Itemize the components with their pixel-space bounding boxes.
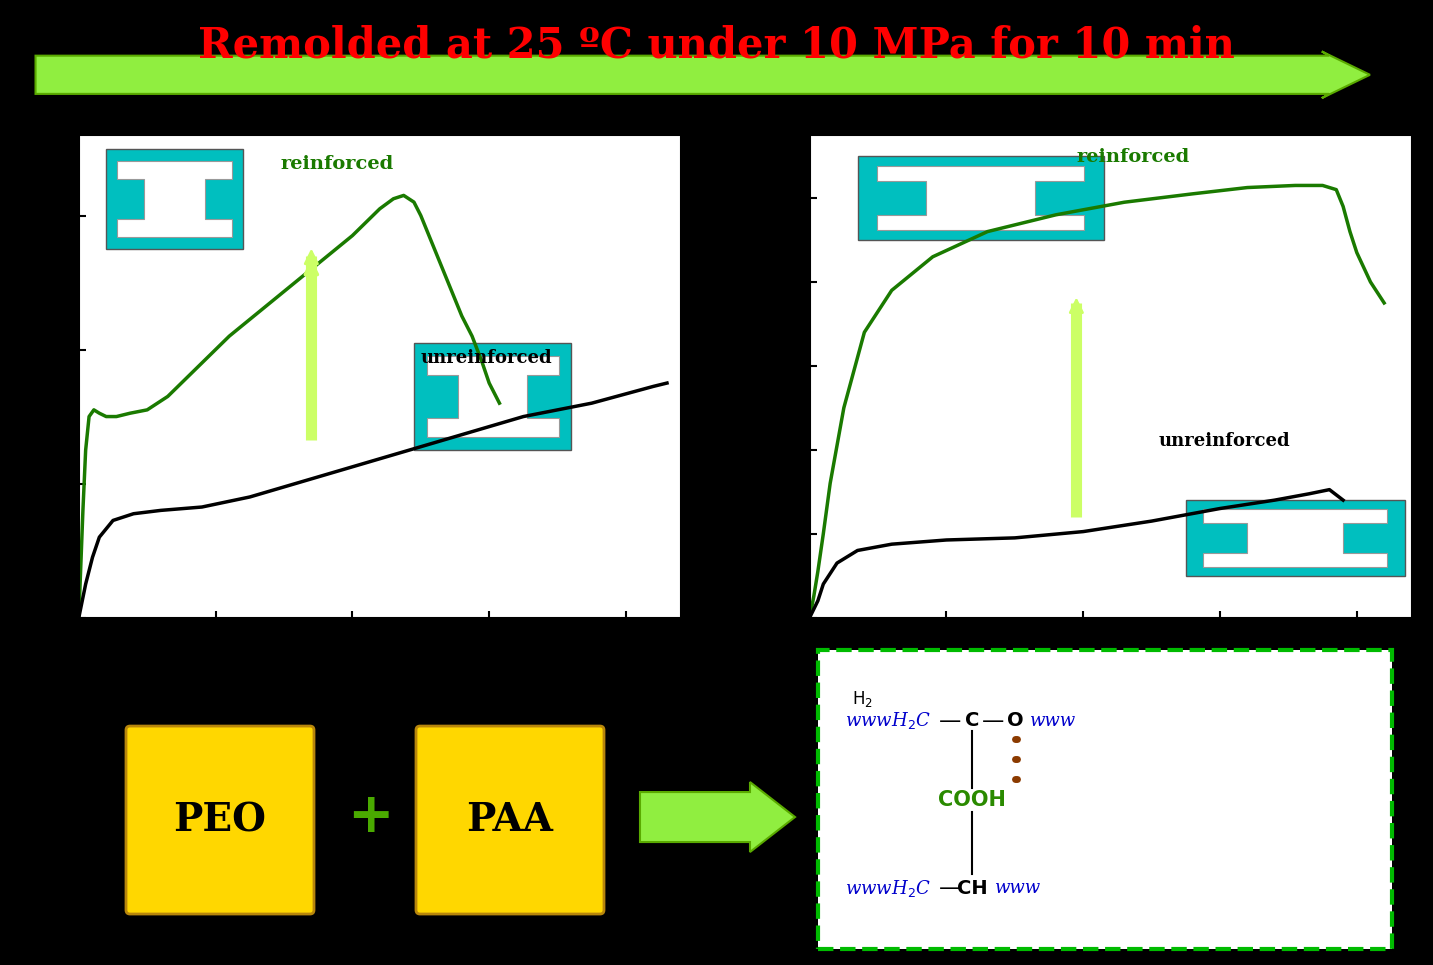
X-axis label: Strain (%): Strain (%) [1050, 646, 1171, 666]
Text: +: + [347, 790, 393, 844]
FancyArrow shape [641, 782, 795, 852]
Polygon shape [427, 356, 559, 437]
Text: www: www [995, 879, 1042, 897]
Polygon shape [877, 166, 1083, 230]
Text: CH: CH [957, 878, 987, 897]
Polygon shape [118, 160, 232, 237]
Text: C: C [964, 711, 979, 731]
FancyBboxPatch shape [106, 149, 244, 249]
FancyBboxPatch shape [818, 650, 1391, 949]
FancyBboxPatch shape [1185, 500, 1404, 576]
Text: —: — [939, 711, 962, 731]
Text: PAA: PAA [467, 801, 553, 839]
Text: O: O [1007, 711, 1023, 731]
Text: —: — [939, 878, 962, 898]
Text: —: — [982, 711, 1005, 731]
Text: www: www [1030, 712, 1076, 730]
X-axis label: Strain (%): Strain (%) [320, 646, 440, 666]
FancyBboxPatch shape [414, 343, 572, 450]
FancyBboxPatch shape [857, 156, 1103, 240]
FancyBboxPatch shape [416, 726, 603, 914]
Text: unreinforced: unreinforced [421, 349, 552, 367]
Polygon shape [1204, 510, 1387, 566]
Text: COOH: COOH [939, 789, 1006, 810]
Text: PEO: PEO [173, 801, 267, 839]
Y-axis label: Stress (MPa): Stress (MPa) [757, 301, 777, 452]
Text: $\mathregular{H_2}$: $\mathregular{H_2}$ [851, 689, 873, 709]
Text: wwwH$_2$C: wwwH$_2$C [845, 877, 931, 898]
Text: wwwH$_2$C: wwwH$_2$C [845, 710, 931, 731]
Text: Remolded at 25 ºC under 10 MPa for 10 min: Remolded at 25 ºC under 10 MPa for 10 mi… [198, 24, 1235, 67]
Text: reinforced: reinforced [281, 154, 394, 173]
Y-axis label: Stress (MPa): Stress (MPa) [37, 301, 57, 452]
Text: unreinforced: unreinforced [1158, 431, 1290, 450]
FancyBboxPatch shape [126, 726, 314, 914]
Text: reinforced: reinforced [1076, 149, 1189, 166]
FancyArrow shape [36, 51, 1370, 98]
